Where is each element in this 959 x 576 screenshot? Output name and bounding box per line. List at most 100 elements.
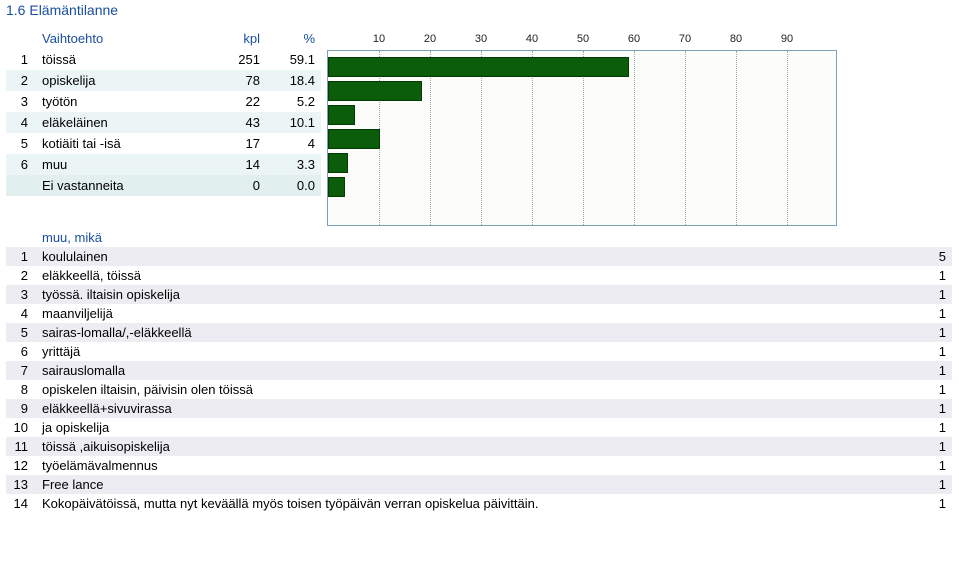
freetext-row: 5sairas-lomalla/,-eläkkeellä1 <box>6 323 952 342</box>
bar <box>328 105 355 125</box>
freetext-label: eläkkeellä, töissä <box>36 266 922 285</box>
no-response-kpl: 0 <box>216 175 266 196</box>
option-row: 3työtön225.2 <box>6 91 321 112</box>
freetext-label: maanviljelijä <box>36 304 922 323</box>
freetext-label: Kokopäivätöissä, mutta nyt keväällä myös… <box>36 494 922 513</box>
option-label: työtön <box>36 91 216 112</box>
bar <box>328 153 348 173</box>
option-pct: 59.1 <box>266 49 321 70</box>
no-response-label: Ei vastanneita <box>36 175 216 196</box>
option-pct: 3.3 <box>266 154 321 175</box>
axis-tick-label: 40 <box>526 33 538 45</box>
options-header-row: Vaihtoehto kpl % <box>6 28 321 49</box>
freetext-label: eläkkeellä+sivuvirassa <box>36 399 922 418</box>
freetext-header-row: muu, mikä <box>6 228 952 247</box>
freetext-count: 1 <box>922 342 952 361</box>
freetext-count: 1 <box>922 437 952 456</box>
freetext-row: 6yrittäjä1 <box>6 342 952 361</box>
gridline <box>532 51 533 225</box>
option-num: 6 <box>6 154 36 175</box>
freetext-row: 13Free lance1 <box>6 475 952 494</box>
freetext-count: 1 <box>922 304 952 323</box>
gridline <box>583 51 584 225</box>
freetext-count: 1 <box>922 418 952 437</box>
option-kpl: 22 <box>216 91 266 112</box>
freetext-count: 1 <box>922 456 952 475</box>
axis-tick-label: 70 <box>679 33 691 45</box>
freetext-label: työssä. iltaisin opiskelija <box>36 285 922 304</box>
freetext-label: opiskelen iltaisin, päivisin olen töissä <box>36 380 922 399</box>
freetext-num: 10 <box>6 418 36 437</box>
option-pct: 5.2 <box>266 91 321 112</box>
option-num: 1 <box>6 49 36 70</box>
option-row: 5kotiäiti tai -isä174 <box>6 133 321 154</box>
option-kpl: 251 <box>216 49 266 70</box>
axis-tick-label: 10 <box>373 33 385 45</box>
freetext-num: 1 <box>6 247 36 266</box>
freetext-row: 12työelämävalmennus1 <box>6 456 952 475</box>
bar-chart-plot: 102030405060708090 <box>327 50 837 226</box>
gridline <box>634 51 635 225</box>
bar <box>328 177 345 197</box>
option-row: 1töissä25159.1 <box>6 49 321 70</box>
freetext-row: 1koululainen5 <box>6 247 952 266</box>
freetext-row: 4maanviljelijä1 <box>6 304 952 323</box>
freetext-num: 7 <box>6 361 36 380</box>
option-label: kotiäiti tai -isä <box>36 133 216 154</box>
option-num: 3 <box>6 91 36 112</box>
option-row: 6muu143.3 <box>6 154 321 175</box>
freetext-count: 1 <box>922 399 952 418</box>
freetext-label: töissä ,aikuisopiskelija <box>36 437 922 456</box>
freetext-num: 13 <box>6 475 36 494</box>
axis-tick-label: 60 <box>628 33 640 45</box>
option-label: töissä <box>36 49 216 70</box>
freetext-label: koululainen <box>36 247 922 266</box>
freetext-num: 11 <box>6 437 36 456</box>
freetext-count: 1 <box>922 266 952 285</box>
freetext-num: 8 <box>6 380 36 399</box>
option-num: 2 <box>6 70 36 91</box>
freetext-header: muu, mikä <box>36 228 922 247</box>
freetext-num: 9 <box>6 399 36 418</box>
option-kpl: 43 <box>216 112 266 133</box>
option-num: 5 <box>6 133 36 154</box>
section-title: 1.6 Elämäntilanne <box>6 2 953 18</box>
freetext-count: 1 <box>922 323 952 342</box>
freetext-num: 6 <box>6 342 36 361</box>
freetext-num: 5 <box>6 323 36 342</box>
gridline <box>685 51 686 225</box>
freetext-row: 2eläkkeellä, töissä1 <box>6 266 952 285</box>
option-label: eläkeläinen <box>36 112 216 133</box>
freetext-count: 1 <box>922 285 952 304</box>
option-num: 4 <box>6 112 36 133</box>
freetext-num: 2 <box>6 266 36 285</box>
freetext-num: 12 <box>6 456 36 475</box>
freetext-row: 10ja opiskelija1 <box>6 418 952 437</box>
freetext-label: sairauslomalla <box>36 361 922 380</box>
freetext-label: sairas-lomalla/,-eläkkeellä <box>36 323 922 342</box>
bar-chart: 102030405060708090 <box>327 50 837 226</box>
freetext-count: 5 <box>922 247 952 266</box>
freetext-row: 3työssä. iltaisin opiskelija1 <box>6 285 952 304</box>
freetext-row: 14Kokopäivätöissä, mutta nyt keväällä my… <box>6 494 952 513</box>
options-table: Vaihtoehto kpl % 1töissä25159.12opiskeli… <box>6 28 321 196</box>
gridline <box>430 51 431 225</box>
freetext-num: 3 <box>6 285 36 304</box>
option-kpl: 14 <box>216 154 266 175</box>
axis-tick-label: 80 <box>730 33 742 45</box>
option-label: muu <box>36 154 216 175</box>
option-row: 4eläkeläinen4310.1 <box>6 112 321 133</box>
hdr-vaihtoehto: Vaihtoehto <box>36 28 216 49</box>
option-row: 2opiskelija7818.4 <box>6 70 321 91</box>
freetext-count: 1 <box>922 361 952 380</box>
freetext-row: 9eläkkeellä+sivuvirassa1 <box>6 399 952 418</box>
freetext-row: 11töissä ,aikuisopiskelija1 <box>6 437 952 456</box>
freetext-table: muu, mikä 1koululainen52eläkkeellä, töis… <box>6 228 952 513</box>
freetext-label: yrittäjä <box>36 342 922 361</box>
option-pct: 18.4 <box>266 70 321 91</box>
freetext-num: 4 <box>6 304 36 323</box>
gridline <box>787 51 788 225</box>
option-kpl: 17 <box>216 133 266 154</box>
option-pct: 10.1 <box>266 112 321 133</box>
freetext-count: 1 <box>922 380 952 399</box>
